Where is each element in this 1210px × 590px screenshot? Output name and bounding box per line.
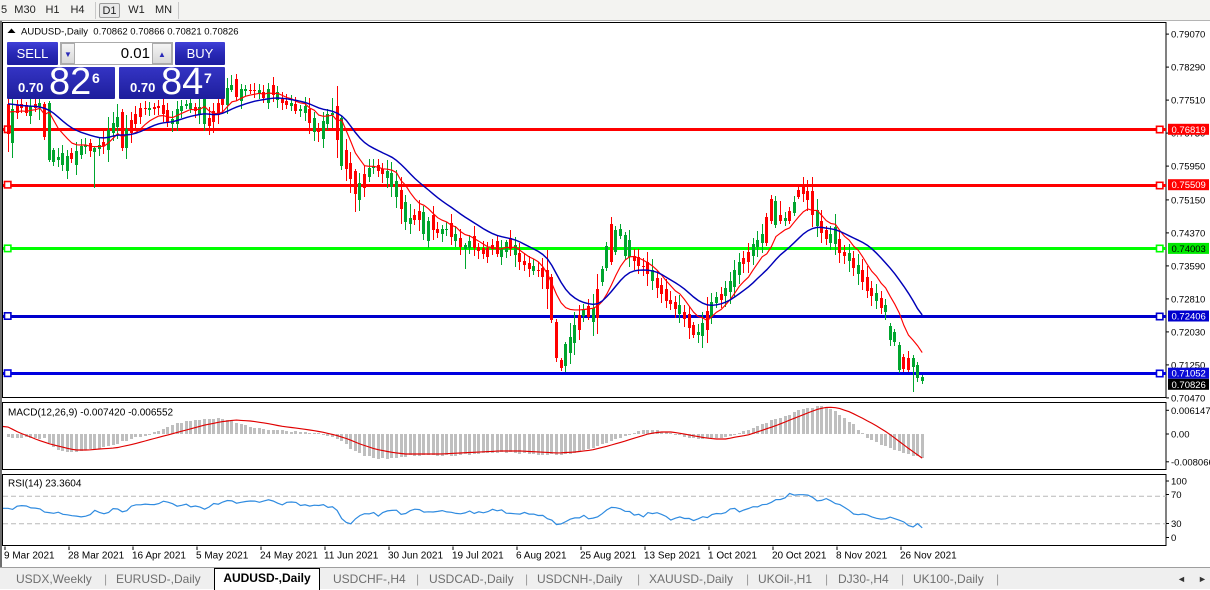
svg-text:0.77510: 0.77510: [1171, 96, 1205, 107]
svg-text:13 Sep 2021: 13 Sep 2021: [644, 551, 701, 562]
svg-text:1 Oct 2021: 1 Oct 2021: [708, 551, 757, 562]
svg-text:MACD(12,26,9) -0.007420 -0.006: MACD(12,26,9) -0.007420 -0.006552: [8, 408, 174, 419]
svg-text:0.00: 0.00: [1171, 430, 1190, 441]
svg-text:0.79070: 0.79070: [1171, 30, 1205, 41]
svg-text:0.75509: 0.75509: [1172, 180, 1206, 191]
svg-text:11 Jun 2021: 11 Jun 2021: [324, 551, 379, 562]
svg-text:RSI(14) 23.3604: RSI(14) 23.3604: [8, 479, 82, 490]
svg-text:0.75150: 0.75150: [1171, 195, 1205, 206]
svg-text:0.006147: 0.006147: [1171, 406, 1210, 417]
svg-text:0.74370: 0.74370: [1171, 228, 1205, 239]
svg-text:0.71052: 0.71052: [1172, 369, 1206, 380]
svg-text:0.78290: 0.78290: [1171, 63, 1205, 74]
svg-text:24 May 2021: 24 May 2021: [260, 551, 318, 562]
svg-text:0.73590: 0.73590: [1171, 261, 1205, 272]
svg-text:19 Jul 2021: 19 Jul 2021: [452, 551, 504, 562]
svg-text:28 Mar 2021: 28 Mar 2021: [68, 551, 125, 562]
svg-text:26 Nov 2021: 26 Nov 2021: [900, 551, 957, 562]
svg-text:25 Aug 2021: 25 Aug 2021: [580, 551, 637, 562]
svg-text:AUDUSD-,Daily 0.70862 0.70866: AUDUSD-,Daily 0.70862 0.70866 0.70821 0.…: [21, 27, 239, 38]
svg-text:20 Oct 2021: 20 Oct 2021: [772, 551, 827, 562]
svg-text:0.75950: 0.75950: [1171, 162, 1205, 173]
svg-text:0.72406: 0.72406: [1172, 312, 1206, 323]
svg-text:-0.008066: -0.008066: [1171, 457, 1210, 468]
svg-text:5 May 2021: 5 May 2021: [196, 551, 249, 562]
svg-text:0.71250: 0.71250: [1171, 360, 1205, 371]
svg-text:0.74003: 0.74003: [1172, 244, 1206, 255]
svg-text:8 Nov 2021: 8 Nov 2021: [836, 551, 888, 562]
svg-text:9 Mar 2021: 9 Mar 2021: [4, 551, 55, 562]
svg-text:100: 100: [1171, 477, 1187, 488]
svg-text:0.70470: 0.70470: [1171, 393, 1205, 404]
svg-text:0: 0: [1171, 533, 1176, 544]
svg-text:0.72810: 0.72810: [1171, 294, 1205, 305]
svg-text:16 Apr 2021: 16 Apr 2021: [132, 551, 186, 562]
svg-text:0.70826: 0.70826: [1172, 380, 1206, 391]
svg-text:0.76819: 0.76819: [1172, 125, 1206, 136]
svg-text:30 Jun 2021: 30 Jun 2021: [388, 551, 443, 562]
svg-text:0.72030: 0.72030: [1171, 327, 1205, 338]
svg-text:70: 70: [1171, 490, 1182, 501]
svg-text:6 Aug 2021: 6 Aug 2021: [516, 551, 567, 562]
svg-text:30: 30: [1171, 519, 1182, 530]
